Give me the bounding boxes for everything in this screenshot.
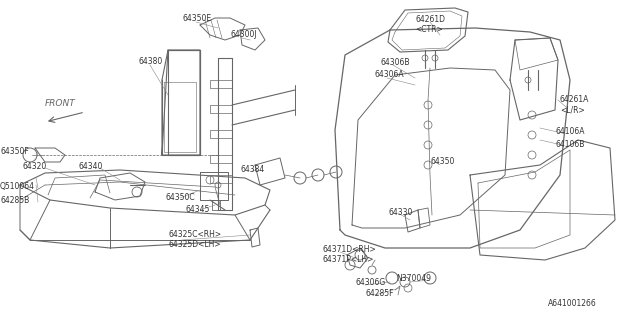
Text: 64106A: 64106A [555, 127, 584, 136]
Text: 64350C: 64350C [165, 193, 195, 202]
Text: 64380: 64380 [138, 57, 163, 66]
Text: 64285F: 64285F [365, 289, 394, 298]
Text: 64261D
<CTR>: 64261D <CTR> [415, 15, 445, 35]
Text: 64325C<RH>
64325D<LH>: 64325C<RH> 64325D<LH> [168, 230, 221, 249]
Text: 64345: 64345 [185, 205, 209, 214]
Text: FRONT: FRONT [45, 99, 76, 108]
Text: 64384: 64384 [240, 165, 264, 174]
Text: A641001266: A641001266 [548, 299, 596, 308]
Text: 64320: 64320 [22, 162, 46, 171]
Text: 64285B: 64285B [0, 196, 29, 205]
Text: 64306B: 64306B [380, 58, 410, 67]
Text: N370049: N370049 [396, 274, 431, 283]
Text: 64261A
<L/R>: 64261A <L/R> [560, 95, 589, 115]
Text: 64300J: 64300J [230, 30, 257, 39]
Text: 64340: 64340 [78, 162, 102, 171]
Text: 64306A: 64306A [374, 70, 404, 79]
Text: 64350: 64350 [430, 157, 454, 166]
Text: 64350F: 64350F [0, 147, 29, 156]
Text: Q510064: Q510064 [0, 182, 35, 191]
Text: 64371D<RH>
64371P<LH>: 64371D<RH> 64371P<LH> [322, 245, 376, 264]
Text: 64350E: 64350E [182, 14, 211, 23]
Text: 64306G: 64306G [355, 278, 385, 287]
Text: 64330: 64330 [388, 208, 412, 217]
Text: 64106B: 64106B [555, 140, 584, 149]
